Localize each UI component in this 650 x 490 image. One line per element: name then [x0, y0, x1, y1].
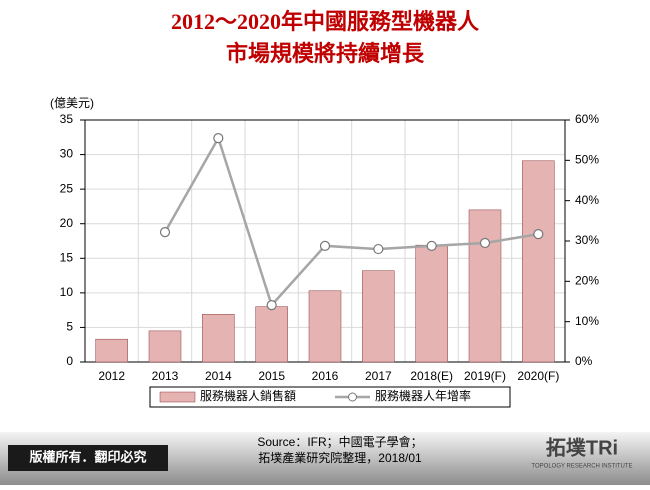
source: Source：IFR；中國電子學會； [257, 434, 422, 449]
y2-tick-label: 0% [575, 354, 593, 368]
source: 拓墣產業研究院整理，2018/01 [258, 450, 422, 465]
x-tick-label: 2018(E) [410, 369, 453, 383]
y-tick-label: 20 [60, 216, 74, 230]
bar [95, 338, 128, 363]
y-tick-label: 35 [60, 112, 74, 126]
legend-box [149, 386, 511, 408]
bar [255, 306, 288, 363]
x-tick-label: 2017 [365, 369, 392, 383]
legend-label: 服務機器人年增率 [375, 388, 471, 403]
bar [415, 244, 448, 363]
y-tick-label: 25 [60, 181, 74, 195]
line-point [479, 237, 491, 249]
line-point [213, 133, 224, 144]
logo: 拓墣TRi [546, 436, 618, 459]
line [163, 135, 539, 308]
bar [362, 270, 395, 363]
y2-tick-label: 40% [575, 193, 599, 207]
chart-title: 2012～2020年中國服務型機器人 [171, 9, 479, 34]
bar [148, 330, 182, 363]
x-tick-label: 2014 [205, 369, 232, 383]
bar [308, 290, 342, 363]
line-point [319, 240, 331, 251]
copyright: 版權所有．翻印必究 [29, 449, 146, 464]
y-axis-label: (億美元) [50, 96, 94, 110]
y2-tick-label: 30% [575, 233, 599, 247]
x-tick-label: 2019(F) [464, 369, 506, 383]
legend-marker [348, 392, 357, 402]
x-tick-label: 2013 [152, 369, 179, 383]
y2-tick-label: 20% [575, 274, 599, 288]
y2-tick-label: 60% [575, 112, 599, 126]
y-tick-label: 0 [66, 354, 73, 368]
bar [202, 314, 235, 363]
line-point [373, 243, 384, 255]
x-tick-label: 2015 [258, 369, 285, 383]
y-tick-label: 30 [60, 147, 74, 161]
copyright-box [8, 445, 168, 471]
x-tick-label: 2012 [98, 369, 125, 383]
line-point [533, 229, 544, 240]
chart-title: 市場規模將持續增長 [226, 41, 425, 66]
x-tick-label: 2016 [312, 369, 339, 383]
y-tick-label: 10 [60, 285, 74, 299]
y-tick-label: 5 [66, 320, 73, 334]
legend-swatch [159, 391, 196, 403]
line-point [266, 300, 277, 311]
y2-tick-label: 50% [575, 153, 599, 167]
x-tick-label: 2020(F) [517, 369, 559, 383]
legend-label: 服務機器人銷售額 [200, 388, 296, 403]
logo-subtitle: TOPOLOGY RESEARCH INSTITUTE [531, 464, 632, 470]
y2-tick-label: 10% [575, 314, 599, 328]
bar [468, 209, 502, 363]
line-point [159, 227, 171, 238]
bar [522, 160, 555, 363]
y-tick-label: 15 [60, 250, 74, 264]
line-point [426, 240, 437, 251]
